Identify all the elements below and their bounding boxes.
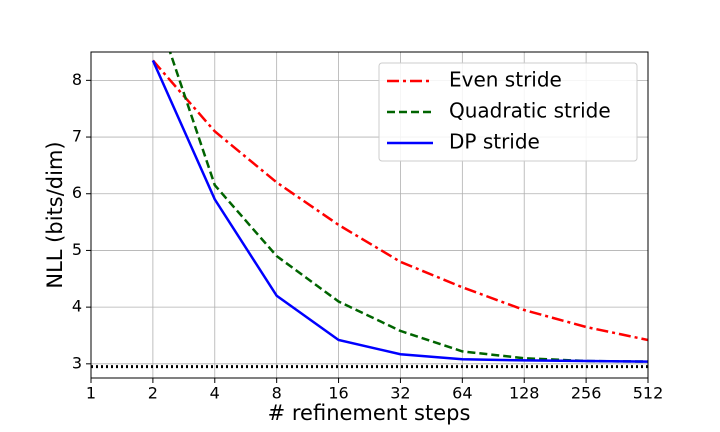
x-axis-label: # refinement steps	[268, 401, 471, 425]
x-tick-label: 4	[210, 384, 220, 403]
y-tick-label: 3	[72, 353, 82, 372]
x-tick-label: 16	[328, 384, 348, 403]
y-tick-label: 4	[72, 297, 82, 316]
x-tick-label: 1	[86, 384, 96, 403]
line-series	[151, 59, 648, 342]
x-tick-label: 32	[390, 384, 410, 403]
y-tick-label: 5	[72, 240, 82, 259]
legend-label: Quadratic stride	[449, 99, 611, 123]
plot-frame	[90, 51, 649, 379]
x-tick-label: 2	[148, 384, 158, 403]
legend-label: Even stride	[449, 68, 562, 92]
y-tick-label: 8	[72, 70, 82, 89]
x-tick-label: 64	[452, 384, 472, 403]
y-axis-label: NLL (bits/dim)	[43, 141, 67, 288]
line-series	[151, 59, 648, 363]
x-tick-label: 256	[571, 384, 602, 403]
y-tick-label: 6	[72, 183, 82, 202]
x-tick-label: 512	[633, 384, 664, 403]
legend-label: DP stride	[449, 130, 540, 154]
x-tick-label: 8	[272, 384, 282, 403]
y-tick-label: 7	[72, 127, 82, 146]
x-tick-label: 128	[509, 384, 540, 403]
plot-area	[91, 52, 648, 369]
legend-box	[378, 62, 638, 162]
